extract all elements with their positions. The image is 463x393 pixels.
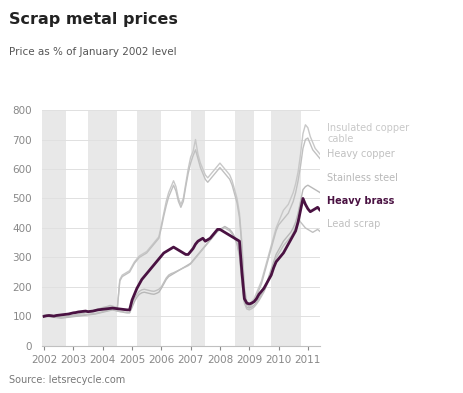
- Text: Heavy copper: Heavy copper: [326, 149, 394, 159]
- Bar: [88, 110, 117, 346]
- Bar: [234, 110, 254, 346]
- Text: Lead scrap: Lead scrap: [326, 219, 380, 228]
- Text: Price as % of January 2002 level: Price as % of January 2002 level: [9, 47, 176, 57]
- Text: Scrap metal prices: Scrap metal prices: [9, 12, 178, 27]
- Text: Insulated copper
cable: Insulated copper cable: [326, 123, 408, 144]
- Text: Heavy brass: Heavy brass: [326, 196, 394, 206]
- Text: Source: letsrecycle.com: Source: letsrecycle.com: [9, 375, 125, 385]
- Bar: [137, 110, 161, 346]
- Bar: [190, 110, 205, 346]
- Bar: [42, 110, 66, 346]
- Bar: [271, 110, 300, 346]
- Text: Stainless steel: Stainless steel: [326, 173, 397, 183]
